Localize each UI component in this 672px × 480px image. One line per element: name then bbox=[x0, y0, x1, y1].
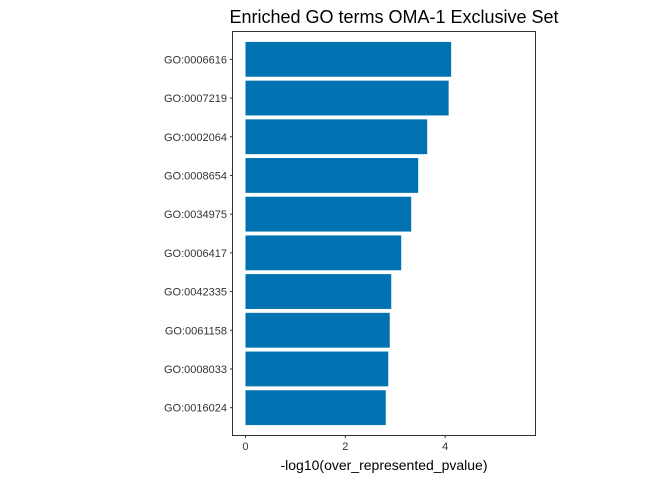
y-tick-label: GO:0006417 bbox=[164, 248, 227, 260]
bar bbox=[245, 351, 389, 387]
x-axis: 0 2 4 bbox=[242, 435, 448, 453]
bar bbox=[245, 274, 392, 309]
bar bbox=[245, 312, 390, 348]
bars-group bbox=[245, 41, 452, 426]
bar bbox=[245, 196, 412, 232]
bar bbox=[245, 235, 402, 271]
chart-title: Enriched GO terms OMA-1 Exclusive Set bbox=[229, 7, 558, 27]
y-tick-label: GO:0016024 bbox=[164, 403, 227, 415]
bar bbox=[245, 80, 449, 116]
y-tick-label: GO:0008654 bbox=[164, 170, 227, 182]
y-tick-label: GO:0061158 bbox=[165, 325, 227, 337]
bar bbox=[245, 390, 386, 426]
bar bbox=[245, 158, 419, 193]
x-tick-label: 4 bbox=[442, 441, 448, 453]
plot-panel-border bbox=[232, 31, 536, 436]
y-tick-label: GO:0007219 bbox=[164, 93, 227, 105]
bar bbox=[245, 119, 428, 155]
bar bbox=[245, 41, 452, 77]
x-tick-label: 2 bbox=[342, 441, 348, 453]
y-tick-label: GO:0002064 bbox=[164, 132, 227, 144]
y-tick-label: GO:0008033 bbox=[164, 364, 227, 376]
y-tick-label: GO:0034975 bbox=[164, 209, 227, 221]
y-tick-label: GO:0042335 bbox=[164, 287, 227, 299]
y-tick-label: GO:0006616 bbox=[164, 54, 227, 66]
x-tick-label: 0 bbox=[242, 441, 248, 453]
x-axis-title: -log10(over_represented_pvalue) bbox=[280, 457, 487, 473]
y-axis: GO:0006616 GO:0007219 GO:0002064 GO:0008654… bbox=[164, 54, 233, 415]
